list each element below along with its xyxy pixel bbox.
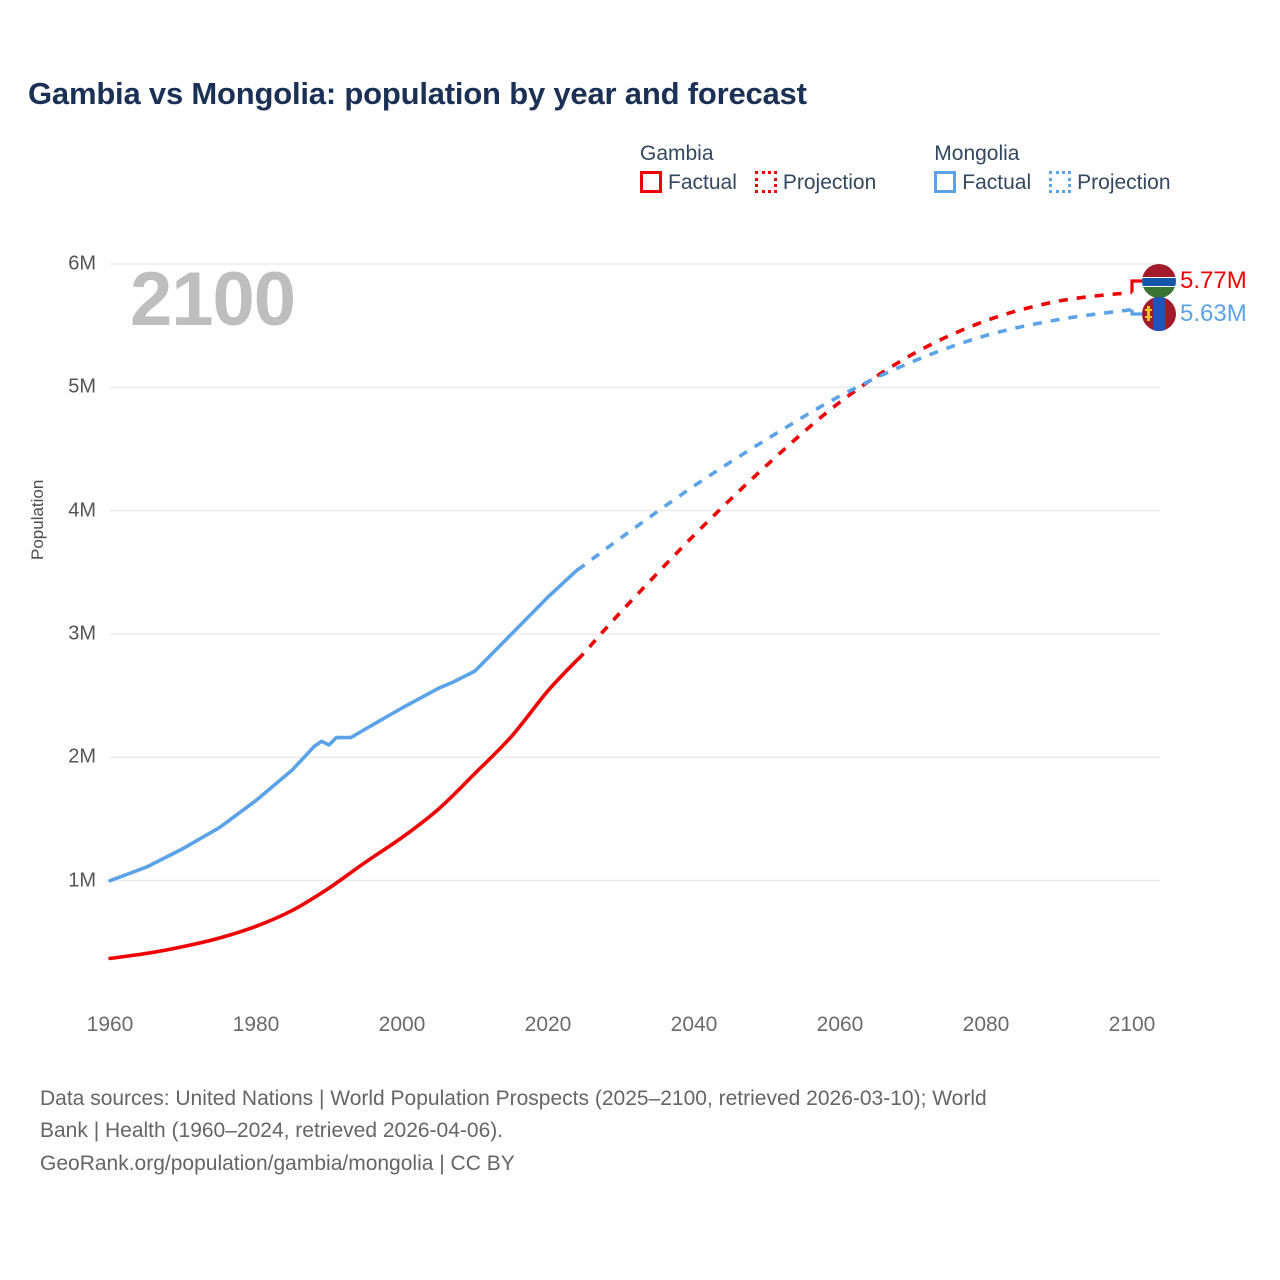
footer-line-1: Data sources: United Nations | World Pop… <box>40 1087 987 1110</box>
y-tick-label: 4M <box>68 499 96 522</box>
legend-group-gambia: Gambia Factual Projection <box>640 142 877 194</box>
x-tick-label: 1960 <box>86 1013 134 1036</box>
legend-label-mongolia-factual: Factual <box>962 170 1032 194</box>
x-tick-label: 2100 <box>1108 1013 1156 1036</box>
y-tick-label: 5M <box>68 375 96 398</box>
series-line-factual <box>108 568 579 883</box>
legend-item-mongolia-projection[interactable]: Projection <box>1049 170 1171 194</box>
y-tick-label: 3M <box>68 622 96 645</box>
mongolia-flag-icon <box>1142 297 1176 331</box>
series-line-projection <box>575 290 1133 662</box>
legend-label-mongolia-projection: Projection <box>1077 170 1171 194</box>
footer-line-3[interactable]: GeoRank.org/population/gambia/mongolia |… <box>40 1151 515 1175</box>
legend-group-title-mongolia: Mongolia <box>934 142 1020 165</box>
x-tick-label: 2060 <box>816 1013 864 1036</box>
watermark-year: 2100 <box>130 257 296 342</box>
legend-swatch-dotted-icon <box>754 171 777 194</box>
legend-item-gambia-factual[interactable]: Factual <box>640 170 737 194</box>
x-tick-label: 2040 <box>670 1013 718 1036</box>
legend-group-mongolia: Mongolia Factual Projection <box>934 142 1171 194</box>
end-value-gambia: 5.77M <box>1180 267 1247 294</box>
page-title: Gambia vs Mongolia: population by year a… <box>28 76 807 111</box>
footer-line-2: Bank | Health (1960–2024, retrieved 2026… <box>40 1119 504 1143</box>
legend-swatch-dotted-icon <box>1049 171 1072 194</box>
legend-entries-mongolia: Factual Projection <box>934 170 1171 194</box>
end-leader-line <box>1130 279 1142 293</box>
legend-swatch-solid-icon <box>934 171 957 194</box>
x-tick-label: 2000 <box>378 1013 426 1036</box>
series-line-projection <box>576 307 1133 572</box>
footer-sources: Data sources: United Nations | World Pop… <box>40 1084 1240 1179</box>
end-value-mongolia: 5.63M <box>1180 300 1247 327</box>
end-label-mongolia: 5.63M <box>1142 297 1247 331</box>
legend-item-gambia-projection[interactable]: Projection <box>754 170 877 194</box>
x-tick-label: 2020 <box>524 1013 572 1036</box>
legend-label-gambia-factual: Factual <box>668 170 737 194</box>
legend-entries-gambia: Factual Projection <box>640 170 877 194</box>
legend-swatch-solid-icon <box>640 171 662 194</box>
leader-lines <box>1130 279 1142 316</box>
series-line-factual <box>108 658 579 961</box>
x-tick-label: 1980 <box>232 1013 280 1036</box>
series-layer <box>108 290 1133 961</box>
legend-item-mongolia-factual[interactable]: Factual <box>934 170 1032 194</box>
chart-legend: Gambia Factual Projection Mongolia Factu… <box>640 142 1171 194</box>
x-tick-label: 2080 <box>962 1013 1010 1036</box>
legend-label-gambia-projection: Projection <box>782 170 877 194</box>
y-tick-label: 2M <box>68 745 96 768</box>
legend-group-title-gambia: Gambia <box>640 142 714 165</box>
end-label-gambia: 5.77M <box>1142 264 1247 298</box>
gambia-flag-icon <box>1142 264 1176 298</box>
gridlines <box>110 263 1160 882</box>
y-tick-label: 1M <box>68 869 96 892</box>
y-tick-label: 6M <box>68 252 96 275</box>
end-leader-line <box>1130 309 1142 316</box>
